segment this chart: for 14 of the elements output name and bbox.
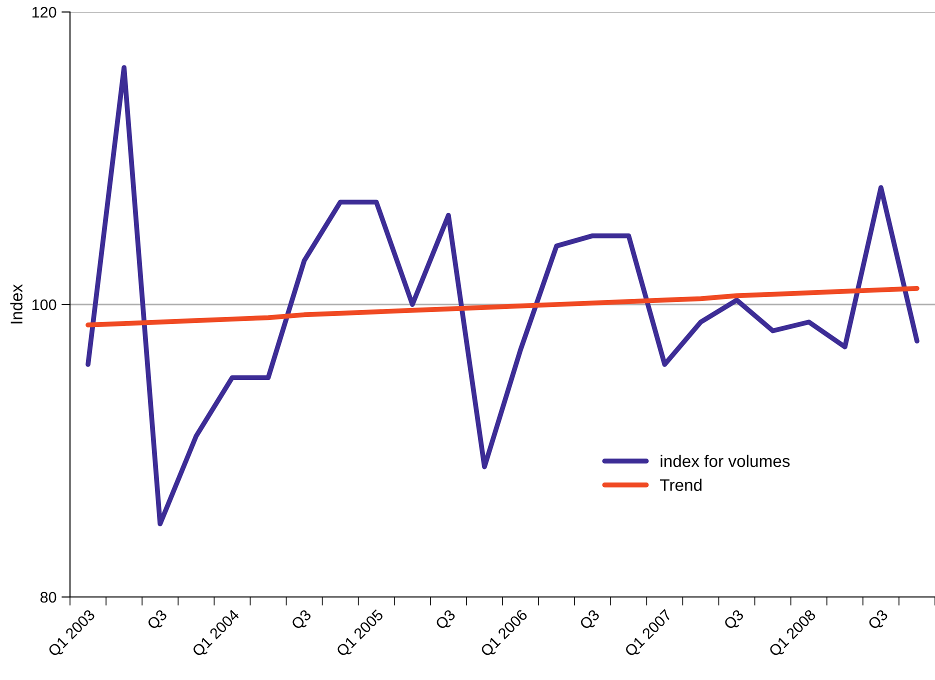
x-tick-label: Q3 [578, 608, 602, 632]
y-tick-label: 80 [40, 592, 56, 603]
legend-label: Trend [660, 478, 702, 491]
x-tick-label: Q3 [146, 608, 170, 632]
x-tick-label: Q3 [290, 608, 314, 632]
y-tick-label: 100 [32, 299, 56, 310]
line-series [86, 286, 920, 328]
y-axis-title: Index [10, 284, 22, 324]
y-tick-label: 120 [32, 6, 56, 18]
x-tick-label: Q3 [723, 608, 746, 632]
x-tick-label: Q3 [434, 608, 458, 632]
legend-label: index for volumes [660, 454, 790, 468]
line-series [86, 65, 920, 526]
x-tick-label: Q3 [867, 608, 890, 632]
